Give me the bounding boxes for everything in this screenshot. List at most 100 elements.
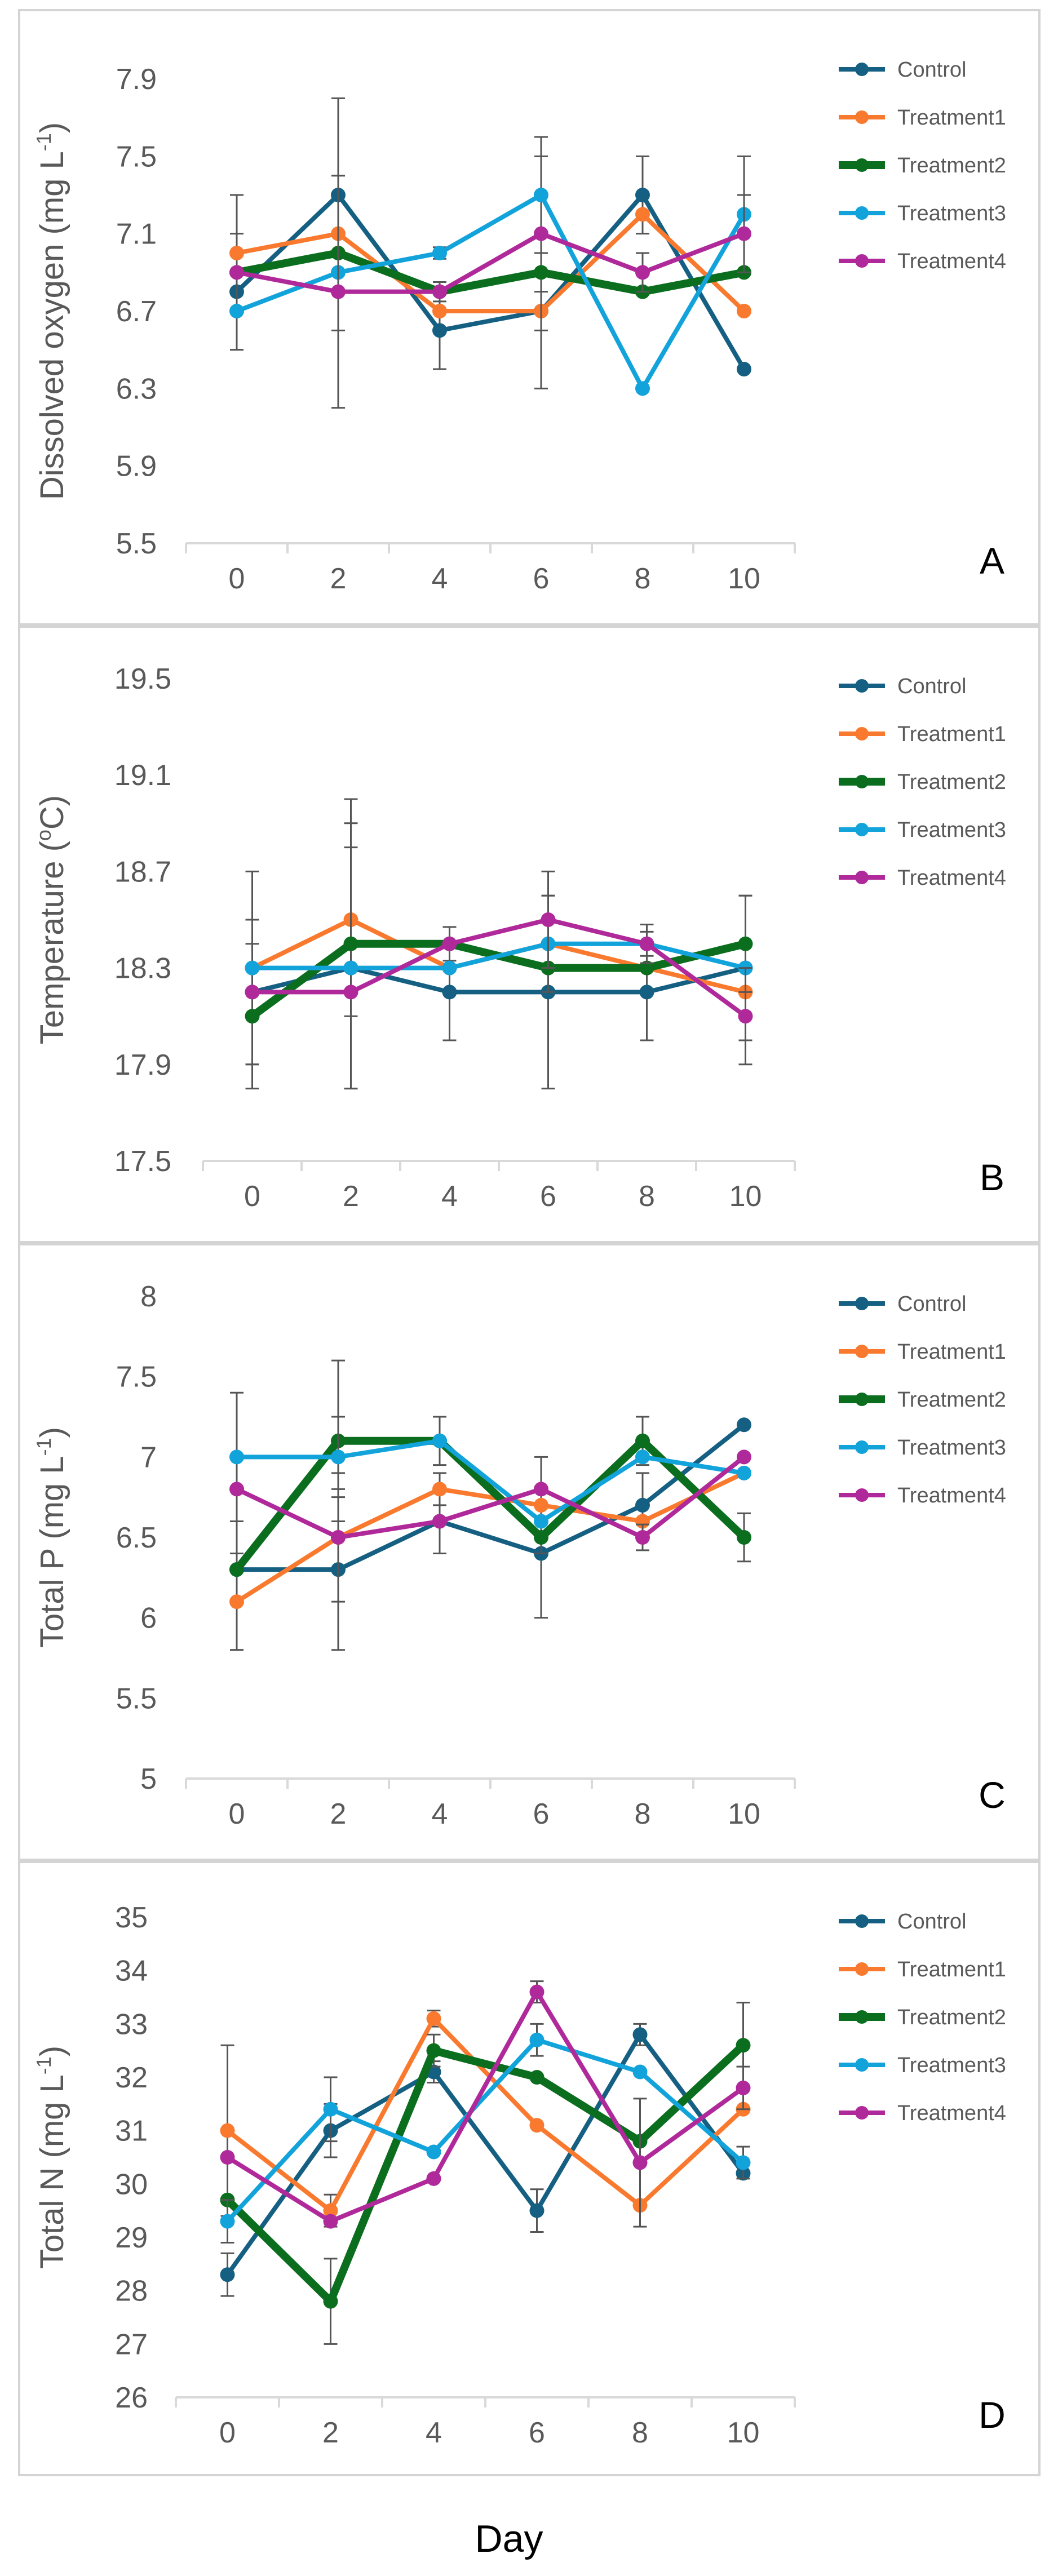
y-axis-title: Total N (mg L-1) bbox=[32, 2046, 70, 2269]
series-treatment1 bbox=[220, 2010, 751, 2228]
data-point bbox=[220, 2123, 235, 2138]
series-line bbox=[236, 212, 746, 313]
data-point bbox=[229, 304, 244, 318]
data-point bbox=[245, 960, 260, 976]
x-axis-title: Day bbox=[475, 2517, 543, 2560]
data-point bbox=[635, 381, 650, 396]
y-tick-label: 33 bbox=[115, 2008, 148, 2041]
panel-frame bbox=[18, 1243, 1041, 1861]
data-point bbox=[635, 188, 650, 202]
x-tick-label: 8 bbox=[639, 1180, 655, 1213]
x-tick-label: 4 bbox=[432, 562, 448, 595]
legend-swatch-marker bbox=[855, 2010, 869, 2024]
y-axis-title: Total P (mg L-1) bbox=[32, 1427, 70, 1648]
series-line bbox=[225, 2037, 745, 2223]
series-line bbox=[233, 1436, 747, 1572]
x-tick-label: 8 bbox=[635, 562, 651, 595]
data-point bbox=[737, 1417, 751, 1433]
data-point bbox=[534, 1514, 548, 1529]
x-tick-label: 2 bbox=[343, 1180, 359, 1213]
series-line bbox=[226, 2016, 745, 2213]
data-point bbox=[639, 936, 654, 951]
data-point bbox=[529, 2203, 545, 2218]
data-point bbox=[442, 985, 457, 1000]
x-tick-label: 10 bbox=[728, 1798, 760, 1830]
legend: Control Treatment1 Treatment2 Treatment3 Tre… bbox=[839, 1910, 1006, 2125]
chart-panel-C: 0 2 4 6 8 10 5 5.5 6 6.5 7 7.5 8 Total P (mg L-1) Cont… bbox=[18, 1243, 1041, 1861]
series-line bbox=[236, 193, 746, 391]
data-point bbox=[432, 246, 447, 260]
legend-label: Treatment1 bbox=[897, 1958, 1006, 1981]
data-point bbox=[220, 2214, 235, 2229]
legend-label: Control bbox=[897, 675, 967, 698]
y-tick-label: 19.1 bbox=[114, 759, 171, 792]
x-tick-label: 0 bbox=[219, 2417, 236, 2449]
y-axis-title: Temperature (oC) bbox=[32, 795, 70, 1044]
data-point bbox=[738, 936, 753, 951]
legend-swatch-marker bbox=[855, 1488, 869, 1502]
series-line bbox=[237, 1423, 746, 1572]
x-tick-label: 4 bbox=[426, 2417, 442, 2449]
data-point bbox=[534, 1530, 548, 1545]
y-tick-label: 30 bbox=[115, 2168, 148, 2201]
y-tick-label: 5 bbox=[140, 1763, 157, 1795]
panel-letter: D bbox=[979, 2394, 1006, 2436]
x-tick-label: 0 bbox=[229, 562, 245, 595]
data-point bbox=[541, 912, 556, 927]
legend-swatch-marker bbox=[855, 871, 869, 884]
x-tick-label: 2 bbox=[330, 562, 347, 595]
data-point bbox=[529, 2032, 545, 2047]
x-tick-label: 6 bbox=[533, 562, 550, 595]
y-tick-label: 19.5 bbox=[114, 663, 171, 695]
x-tick-label: 8 bbox=[632, 2417, 648, 2449]
data-point bbox=[323, 2294, 338, 2309]
y-tick-label: 26 bbox=[115, 2382, 148, 2414]
data-point bbox=[635, 1530, 650, 1545]
y-tick-label: 5.5 bbox=[116, 1682, 157, 1715]
legend-label: Treatment2 bbox=[897, 2006, 1006, 2029]
data-point bbox=[229, 1449, 244, 1465]
legend-label: Treatment4 bbox=[897, 250, 1006, 273]
legend-swatch-marker bbox=[855, 63, 869, 76]
legend-label: Control bbox=[897, 58, 967, 82]
y-tick-label: 7.9 bbox=[116, 63, 157, 96]
data-point bbox=[736, 2038, 751, 2053]
legend: Control Treatment1 Treatment2 Treatment3 Tre… bbox=[839, 675, 1006, 890]
data-point bbox=[331, 1449, 346, 1465]
data-point bbox=[442, 960, 457, 976]
data-point bbox=[534, 188, 548, 202]
data-point bbox=[736, 2080, 751, 2095]
data-point bbox=[229, 1562, 244, 1577]
series-line bbox=[251, 965, 746, 995]
series-treatment2 bbox=[229, 1359, 751, 1577]
panels: 0 2 4 6 8 10 5.5 5.9 6.3 6.7 7.1 7.5 7.9 Dissolved ox… bbox=[18, 9, 1041, 2476]
data-point bbox=[639, 960, 654, 976]
legend-swatch-marker bbox=[855, 2106, 869, 2120]
x-tick-label: 10 bbox=[728, 562, 760, 595]
data-point bbox=[442, 936, 457, 951]
data-point bbox=[229, 265, 244, 280]
data-point bbox=[737, 226, 751, 241]
data-point bbox=[529, 2118, 545, 2133]
y-tick-label: 6 bbox=[140, 1602, 157, 1635]
data-point bbox=[432, 1433, 447, 1448]
data-point bbox=[426, 2171, 441, 2186]
data-point bbox=[331, 284, 346, 299]
y-tick-label: 18.7 bbox=[114, 855, 171, 888]
legend-label: Treatment3 bbox=[897, 2054, 1006, 2077]
data-point bbox=[737, 1530, 751, 1545]
y-tick-label: 6.5 bbox=[116, 1522, 157, 1554]
legend-swatch-marker bbox=[855, 158, 869, 172]
panel-frame bbox=[18, 626, 1041, 1243]
data-point bbox=[331, 1530, 346, 1545]
panel-letter: C bbox=[979, 1774, 1006, 1816]
legend-label: Treatment3 bbox=[897, 818, 1006, 842]
legend-swatch-marker bbox=[855, 775, 869, 788]
panel-frame bbox=[18, 9, 1041, 626]
data-point bbox=[432, 323, 447, 338]
data-point bbox=[323, 2203, 338, 2218]
x-tick-label: 0 bbox=[244, 1180, 260, 1213]
legend-label: Treatment3 bbox=[897, 202, 1006, 225]
data-point bbox=[426, 2043, 441, 2058]
data-point bbox=[432, 304, 447, 318]
